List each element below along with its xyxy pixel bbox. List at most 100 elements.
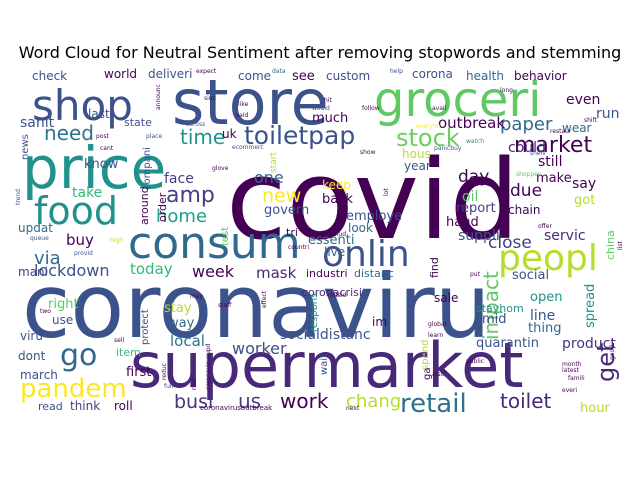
word-local: local <box>170 332 205 350</box>
word-peopl: peopl <box>498 238 598 279</box>
word-across: across <box>186 121 205 128</box>
word-way: way <box>168 316 195 331</box>
word-protect: protect <box>140 309 151 345</box>
word-mani: mani <box>18 265 48 279</box>
word-distanc: distanc <box>354 267 394 280</box>
word-thing: thing <box>528 321 561 336</box>
word-lot: lot <box>383 188 390 196</box>
word-live: live <box>324 245 345 259</box>
word-put: put <box>470 271 481 278</box>
word-show: show <box>360 149 376 156</box>
word-chang: chang <box>346 391 401 412</box>
word-toiletpap: toiletpap <box>244 121 355 150</box>
word-trend: trend <box>15 189 22 205</box>
word-shelv: shelv <box>530 150 546 157</box>
word-start: start <box>269 152 279 173</box>
word-everi: everi <box>562 387 577 394</box>
word-amp: amp <box>166 183 215 208</box>
word-sell: sell <box>114 337 124 344</box>
word-march: march <box>20 368 58 382</box>
word-use: use <box>52 313 73 327</box>
word-work: work <box>280 389 329 413</box>
word-world: world <box>104 67 137 81</box>
word-tri: tri <box>286 226 298 239</box>
word-ecommerc: ecommerc <box>232 144 264 151</box>
word-outsid: outsid <box>328 292 347 299</box>
word-rise: rise <box>191 379 198 390</box>
word-outbreak: outbreak <box>438 114 505 132</box>
word-also: also <box>432 371 444 378</box>
word-home: home <box>156 206 207 227</box>
word-wear: wear <box>562 121 592 135</box>
word-new: new <box>262 185 301 207</box>
word-learn: learn <box>428 332 443 339</box>
word-announc: announc <box>155 84 162 110</box>
word-said: said <box>236 112 248 119</box>
word-queue: queue <box>30 235 49 242</box>
word-hit: hit <box>324 97 332 104</box>
word-glove: glove <box>212 165 229 172</box>
word-reduc: reduc <box>161 363 168 380</box>
word-test: test <box>220 227 231 246</box>
word-stayhom: stayhom <box>476 302 524 315</box>
word-much: much <box>312 111 348 126</box>
word-roll: roll <box>114 399 133 413</box>
word-coronaviru: coronaviru <box>22 255 491 358</box>
word-offer: offer <box>538 223 552 230</box>
word-sale: sale <box>434 291 458 305</box>
word-socialdistanc: socialdistanc <box>280 327 371 343</box>
word-say: say <box>572 176 596 192</box>
word-time: time <box>180 125 225 149</box>
word-consum: consum <box>128 218 301 269</box>
word-watch: watch <box>466 138 484 145</box>
word-check: check <box>32 69 67 83</box>
word-price: price <box>22 134 166 202</box>
word-pandem: pandem <box>20 374 127 404</box>
word-deliveri: deliveri <box>148 67 192 81</box>
word-mask: mask <box>256 264 297 282</box>
word-look: look <box>348 221 373 235</box>
word-groceri: groceri <box>374 72 542 128</box>
word-order: order <box>156 192 169 222</box>
word-shop: shop <box>32 81 133 130</box>
word-onlin: onlin <box>322 234 410 275</box>
word-still: still <box>538 154 562 170</box>
word-effect: effect <box>261 290 268 308</box>
word-social: social <box>512 268 549 283</box>
word-store: store <box>172 66 329 139</box>
word-famili: famili <box>568 375 585 382</box>
word-buy: buy <box>66 231 94 249</box>
word-countri: countri <box>288 244 309 251</box>
word-know: know <box>84 157 119 172</box>
word-food: food <box>34 189 118 233</box>
word-toilet: toilet <box>500 389 551 413</box>
word-spread: spread <box>583 284 598 328</box>
word-suppli: suppli <box>458 228 500 244</box>
word-would: would <box>312 105 330 112</box>
word-high: high <box>110 237 123 244</box>
word-essenti: essenti <box>308 233 355 248</box>
word-dont: dont <box>18 349 46 363</box>
word-make: make <box>536 171 572 186</box>
word-behavior: behavior <box>514 69 567 83</box>
word-need: need <box>44 121 94 145</box>
word-even: even <box>566 92 600 108</box>
word-report: report <box>456 201 496 216</box>
word-sanit: sanit <box>20 115 55 131</box>
word-next: next <box>346 405 360 412</box>
word-run: run <box>596 106 620 122</box>
word-compani: compani <box>142 147 153 190</box>
word-month: month <box>562 361 582 368</box>
word-servic: servic <box>544 228 586 244</box>
word-help: help <box>390 68 403 75</box>
word-ga: ga <box>422 368 433 380</box>
word-industri: industri <box>306 267 348 280</box>
word-respons: respons <box>309 293 320 332</box>
chart-title: Word Cloud for Neutral Sentiment after r… <box>18 43 622 62</box>
word-coronavirusoutbreak: coronavirusoutbreak <box>200 404 273 412</box>
word-could: could <box>508 140 546 156</box>
word-hand: hand <box>446 215 479 230</box>
word-lockdown: lockdown <box>34 261 109 280</box>
word-china: china <box>604 230 617 260</box>
